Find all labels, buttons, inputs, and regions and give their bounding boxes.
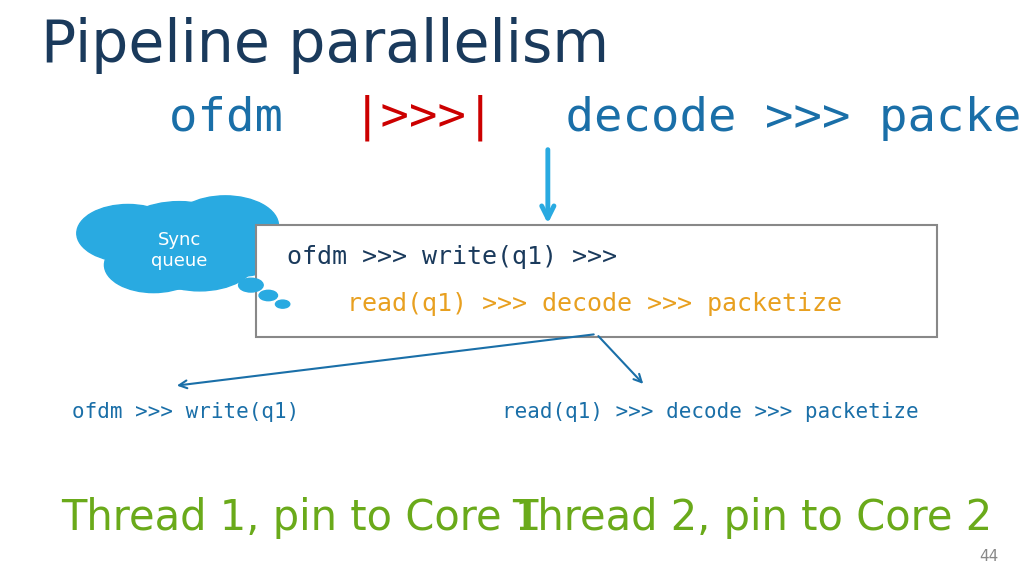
Ellipse shape	[143, 228, 256, 291]
Text: read(q1) >>> decode >>> packetize: read(q1) >>> decode >>> packetize	[287, 292, 842, 316]
Text: Thread 2, pin to Core 2: Thread 2, pin to Core 2	[512, 498, 992, 539]
Text: ofdm >>> write(q1): ofdm >>> write(q1)	[72, 402, 299, 422]
Circle shape	[259, 290, 278, 301]
Text: ofdm: ofdm	[169, 96, 311, 141]
Ellipse shape	[193, 225, 285, 276]
Ellipse shape	[111, 218, 238, 289]
Text: ofdm >>> write(q1) >>>: ofdm >>> write(q1) >>>	[287, 245, 616, 270]
Ellipse shape	[118, 202, 241, 271]
Text: Sync
queue: Sync queue	[151, 231, 208, 270]
Text: read(q1) >>> decode >>> packetize: read(q1) >>> decode >>> packetize	[502, 402, 919, 422]
Text: decode >>> packetize: decode >>> packetize	[537, 96, 1024, 141]
Ellipse shape	[104, 237, 203, 293]
Ellipse shape	[172, 196, 279, 256]
Text: Pipeline parallelism: Pipeline parallelism	[41, 17, 609, 74]
Circle shape	[275, 300, 290, 308]
FancyBboxPatch shape	[256, 225, 937, 337]
Text: 44: 44	[979, 550, 998, 564]
Ellipse shape	[77, 204, 179, 262]
Circle shape	[239, 278, 263, 292]
Text: |>>>|: |>>>|	[353, 95, 496, 141]
Text: Thread 1, pin to Core 1: Thread 1, pin to Core 1	[61, 498, 542, 539]
